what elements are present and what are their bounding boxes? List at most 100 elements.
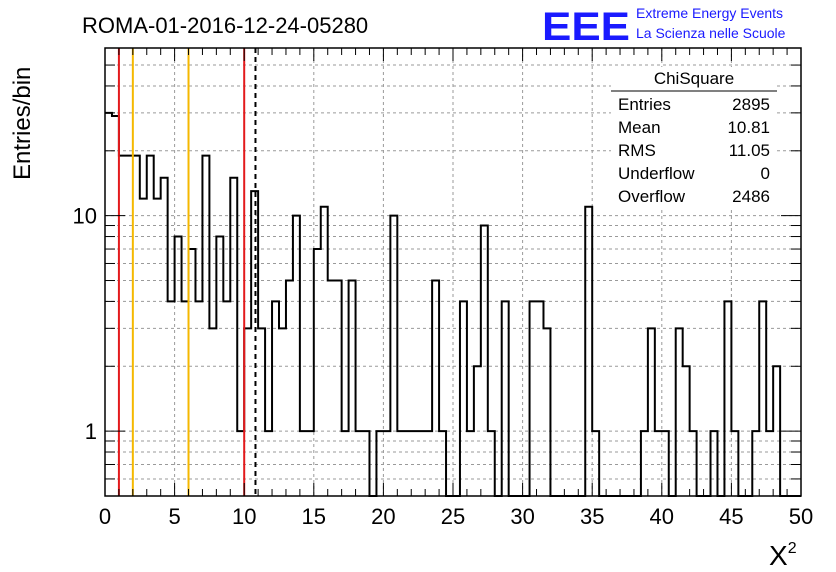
- histogram-bin: [676, 328, 683, 496]
- histogram-bin: [154, 199, 161, 496]
- reference-lines: [117, 48, 257, 496]
- x-tick-label: 45: [719, 504, 743, 529]
- histogram-bin: [349, 281, 356, 496]
- histogram-bin: [335, 281, 342, 496]
- histogram-bin: [383, 431, 390, 496]
- histogram-bin: [189, 249, 196, 496]
- x-tick-label: 40: [650, 504, 674, 529]
- x-tick-label: 30: [510, 504, 534, 529]
- histogram-bin: [481, 226, 488, 496]
- y-tick-label: 10: [73, 204, 97, 229]
- histogram-bin: [397, 431, 404, 496]
- x-tick-label: 5: [168, 504, 180, 529]
- histogram: [105, 111, 801, 497]
- histogram-bin: [293, 216, 300, 496]
- stats-value: 2486: [732, 187, 770, 206]
- histogram-bin: [356, 431, 363, 496]
- stats-label: Mean: [618, 118, 661, 137]
- histogram-bin: [585, 207, 592, 496]
- histogram-bin: [488, 431, 495, 496]
- histogram-bin: [314, 249, 321, 496]
- histogram-bin: [112, 116, 119, 496]
- histogram-bin: [773, 366, 780, 496]
- histogram-bin: [202, 156, 209, 496]
- histogram-bin: [258, 328, 265, 496]
- histogram-bin: [731, 431, 738, 496]
- histogram-bin: [237, 431, 244, 496]
- x-tick-label: 15: [302, 504, 326, 529]
- stats-box: ChiSquare Entries 2895 Mean 10.81 RMS 11.05 Un…: [611, 67, 777, 209]
- histogram-bin: [286, 281, 293, 496]
- histogram-bin: [662, 431, 669, 496]
- logo-line-2: La Scienza nelle Scuole: [636, 25, 786, 41]
- histogram-bin: [119, 156, 126, 496]
- histogram-bin: [425, 431, 432, 496]
- histogram-bin: [648, 328, 655, 496]
- histogram-bin: [321, 207, 328, 496]
- histogram-bin: [592, 431, 599, 496]
- histogram-bin: [390, 216, 397, 496]
- histogram-bin: [683, 366, 690, 496]
- histogram-bin: [418, 431, 425, 496]
- x-tick-label: 25: [441, 504, 465, 529]
- y-tick-label: 1: [85, 419, 97, 444]
- histogram-bin: [175, 237, 182, 496]
- histogram-bin: [376, 431, 383, 496]
- histogram-bin: [724, 301, 731, 496]
- histogram-bin: [530, 301, 537, 496]
- stats-label: RMS: [618, 141, 656, 160]
- stats-value: 11.05: [729, 141, 770, 160]
- histogram-bin: [244, 328, 251, 496]
- histogram-bin: [467, 431, 474, 496]
- stats-label: Entries: [618, 95, 671, 114]
- stats-label: Underflow: [618, 164, 695, 183]
- eee-logo: EEE Extreme Energy Events La Scienza nel…: [542, 5, 786, 49]
- histogram-bin: [265, 431, 272, 496]
- histogram-outline: [105, 111, 801, 497]
- histogram-bin: [307, 431, 314, 496]
- histogram-bin: [147, 156, 154, 496]
- histogram-bin: [251, 191, 258, 496]
- histogram-bin: [216, 237, 223, 496]
- x-tick-label: 0: [99, 504, 111, 529]
- x-tick-label: 50: [789, 504, 813, 529]
- histogram-bin: [404, 431, 411, 496]
- histogram-bin: [230, 178, 237, 496]
- stats-value: 0: [761, 164, 770, 183]
- x-tick-label: 35: [580, 504, 604, 529]
- histogram-bin: [209, 328, 216, 496]
- histogram-bin: [759, 301, 766, 496]
- histogram-bin: [300, 431, 307, 496]
- y-axis-label: Entries/bin: [9, 67, 36, 180]
- stats-title: ChiSquare: [654, 69, 734, 88]
- run-title: ROMA-01-2016-12-24-05280: [82, 13, 368, 38]
- stats-value: 10.81: [727, 118, 770, 137]
- x-tick-label: 10: [232, 504, 256, 529]
- x-axis-label: X2: [769, 540, 797, 571]
- histogram-bin: [363, 431, 370, 496]
- histogram-bin: [752, 431, 759, 496]
- histogram-bin: [690, 431, 697, 496]
- histogram-bin: [161, 178, 168, 496]
- histogram-bin: [328, 281, 335, 496]
- histogram-bin: [641, 431, 648, 496]
- histogram-bin: [342, 431, 349, 496]
- logo-mark: EEE: [542, 5, 630, 49]
- histogram-bin: [105, 113, 112, 496]
- stats-label: Overflow: [618, 187, 686, 206]
- axes: 0 5 10 15 20 25 30 35 40 45 50 1 10: [73, 47, 813, 529]
- histogram-bin: [411, 431, 418, 496]
- histogram-bin: [126, 156, 133, 496]
- histogram-bin: [168, 301, 175, 496]
- histogram-bin: [140, 199, 147, 496]
- histogram-bin: [279, 328, 286, 496]
- histogram-bin: [195, 301, 202, 496]
- histogram-bin: [133, 156, 140, 496]
- histogram-bin: [439, 431, 446, 496]
- histogram-bin: [432, 281, 439, 496]
- histogram-bin: [543, 328, 550, 496]
- histogram-bin: [711, 431, 718, 496]
- histogram-bin: [537, 301, 544, 496]
- histogram-bin: [223, 301, 230, 496]
